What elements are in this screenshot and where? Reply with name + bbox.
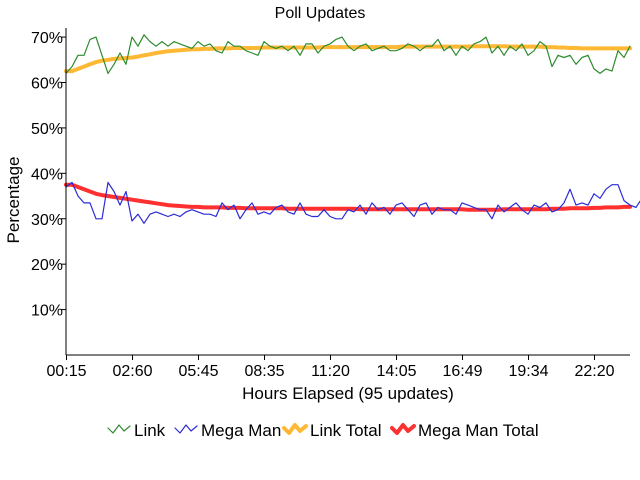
y-tick-label: 60%: [31, 76, 63, 93]
legend-label-link: Link: [134, 421, 166, 440]
chart-title: Poll Updates: [275, 5, 366, 22]
x-axis-label: Hours Elapsed (95 updates): [242, 384, 454, 403]
legend-label-mega-man-total: Mega Man Total: [418, 421, 539, 440]
x-tick-label: 22:20: [574, 363, 614, 380]
legend-swatch-link-total: [282, 423, 308, 435]
x-tick-label: 14:05: [376, 363, 416, 380]
series-line-link: [65, 34, 631, 75]
y-axis-ticks: 10% 20% 30% 40% 50% 60% 70%: [31, 30, 66, 320]
x-axis-ticks: 00:15 02:60 05:45 08:35 11:20 14:05 16:49 19:34…: [46, 355, 615, 380]
y-tick-label: 40%: [31, 166, 63, 183]
y-tick-label: 50%: [31, 121, 63, 138]
series-line-mega-man-total: [64, 182, 632, 212]
y-tick-label: 30%: [31, 212, 63, 229]
legend-swatch-link: [107, 424, 131, 434]
x-tick-label: 05:45: [178, 363, 218, 380]
series-layer: [64, 34, 640, 224]
x-tick-label: 11:20: [311, 363, 350, 380]
legend: Link Mega Man Link Total Mega Man Total: [107, 421, 539, 440]
x-tick-label: 16:49: [442, 363, 482, 380]
legend-swatch-mega-man: [174, 424, 198, 434]
legend-label-mega-man: Mega Man: [201, 421, 281, 440]
legend-swatch-mega-man-total: [390, 423, 416, 435]
x-tick-label: 08:35: [244, 363, 284, 380]
series-line-mega-man: [65, 181, 640, 224]
y-tick-label: 70%: [31, 30, 63, 47]
y-axis-label: Percentage: [4, 157, 23, 244]
series-line-link-total: [64, 44, 632, 74]
x-tick-label: 02:60: [112, 363, 152, 380]
y-tick-label: 10%: [31, 303, 63, 320]
x-tick-label: 19:34: [508, 363, 548, 380]
legend-label-link-total: Link Total: [310, 421, 382, 440]
y-tick-label: 20%: [31, 257, 63, 274]
x-tick-label: 00:15: [46, 363, 86, 380]
